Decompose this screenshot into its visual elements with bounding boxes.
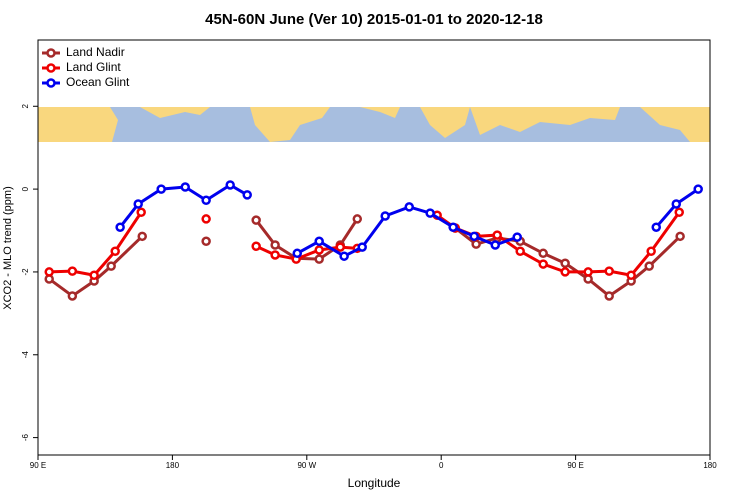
- series-point: [626, 270, 636, 280]
- series-line: [49, 211, 143, 277]
- series-point: [136, 207, 146, 218]
- series-point: [314, 245, 324, 255]
- series-point: [646, 246, 656, 256]
- y-tick-label: -4: [21, 351, 30, 359]
- legend-marker: [46, 63, 56, 73]
- x-tick-label: 180: [166, 461, 180, 470]
- series-point: [180, 182, 190, 192]
- series-point: [201, 236, 211, 247]
- series-point: [492, 230, 502, 240]
- series-point: [490, 240, 501, 250]
- legend-marker: [46, 78, 56, 88]
- x-tick-label: 90 W: [297, 461, 316, 470]
- series-point: [67, 266, 78, 276]
- legend-label: Land Nadir: [66, 45, 125, 59]
- series-point: [583, 267, 593, 277]
- series-point: [538, 259, 548, 269]
- series-point: [339, 251, 349, 261]
- series-point: [380, 211, 390, 221]
- series-point: [137, 231, 147, 242]
- series-point: [644, 261, 654, 271]
- series-point: [448, 222, 458, 232]
- series-point: [314, 236, 324, 247]
- series-line: [48, 235, 144, 298]
- series-point: [44, 267, 54, 277]
- series-line: [296, 205, 518, 258]
- series-point: [133, 199, 143, 209]
- series-point: [512, 232, 522, 242]
- series-point: [693, 184, 703, 194]
- legend-marker: [46, 48, 56, 58]
- series-point: [67, 291, 78, 301]
- x-tick-label: 0: [439, 461, 444, 470]
- series-point: [270, 250, 280, 260]
- x-axis-label: Longitude: [348, 476, 401, 490]
- plot-frame: [37, 39, 711, 456]
- y-tick-label: 0: [21, 186, 30, 191]
- series-point: [270, 240, 280, 250]
- series-point: [156, 184, 166, 194]
- series-point: [201, 195, 211, 206]
- series-point: [404, 202, 414, 212]
- x-tick-label: 180: [703, 461, 717, 470]
- series-point: [106, 261, 116, 271]
- y-axis-label: XCO2 - MLO trend (ppm): [2, 186, 14, 309]
- x-tick-label: 90 E: [30, 461, 46, 470]
- series-point: [560, 267, 570, 277]
- series-point: [352, 214, 363, 224]
- series-point: [560, 258, 570, 268]
- series-point: [110, 246, 120, 256]
- series-point: [604, 291, 614, 301]
- series-point: [335, 242, 346, 252]
- legend-label: Ocean Glint: [66, 75, 130, 89]
- series-point: [671, 199, 682, 209]
- series-point: [357, 242, 367, 252]
- series-point: [201, 214, 211, 224]
- series-point: [515, 246, 525, 256]
- series-point: [651, 222, 661, 232]
- y-tick-label: 2: [21, 103, 30, 108]
- series-point: [469, 231, 479, 242]
- series-line: [254, 218, 359, 261]
- y-tick-label: -6: [21, 434, 30, 442]
- series-point: [425, 208, 435, 218]
- series-point: [292, 248, 302, 259]
- series-point: [242, 190, 252, 200]
- chart-title: 45N-60N June (Ver 10) 2015-01-01 to 2020…: [205, 11, 543, 28]
- series-point: [115, 222, 125, 232]
- series-point: [675, 231, 685, 242]
- series-point: [251, 215, 261, 225]
- series-point: [89, 270, 99, 280]
- series-point: [604, 266, 614, 276]
- x-tick-label: 90 E: [567, 461, 583, 470]
- map-strip: [38, 107, 710, 142]
- series-point: [225, 180, 235, 190]
- series-point: [674, 207, 684, 218]
- series-point: [314, 254, 324, 264]
- y-tick-label: -2: [21, 268, 30, 276]
- series-point: [538, 248, 548, 259]
- legend-label: Land Glint: [66, 60, 121, 74]
- series-point: [471, 239, 481, 249]
- series-point: [251, 241, 261, 252]
